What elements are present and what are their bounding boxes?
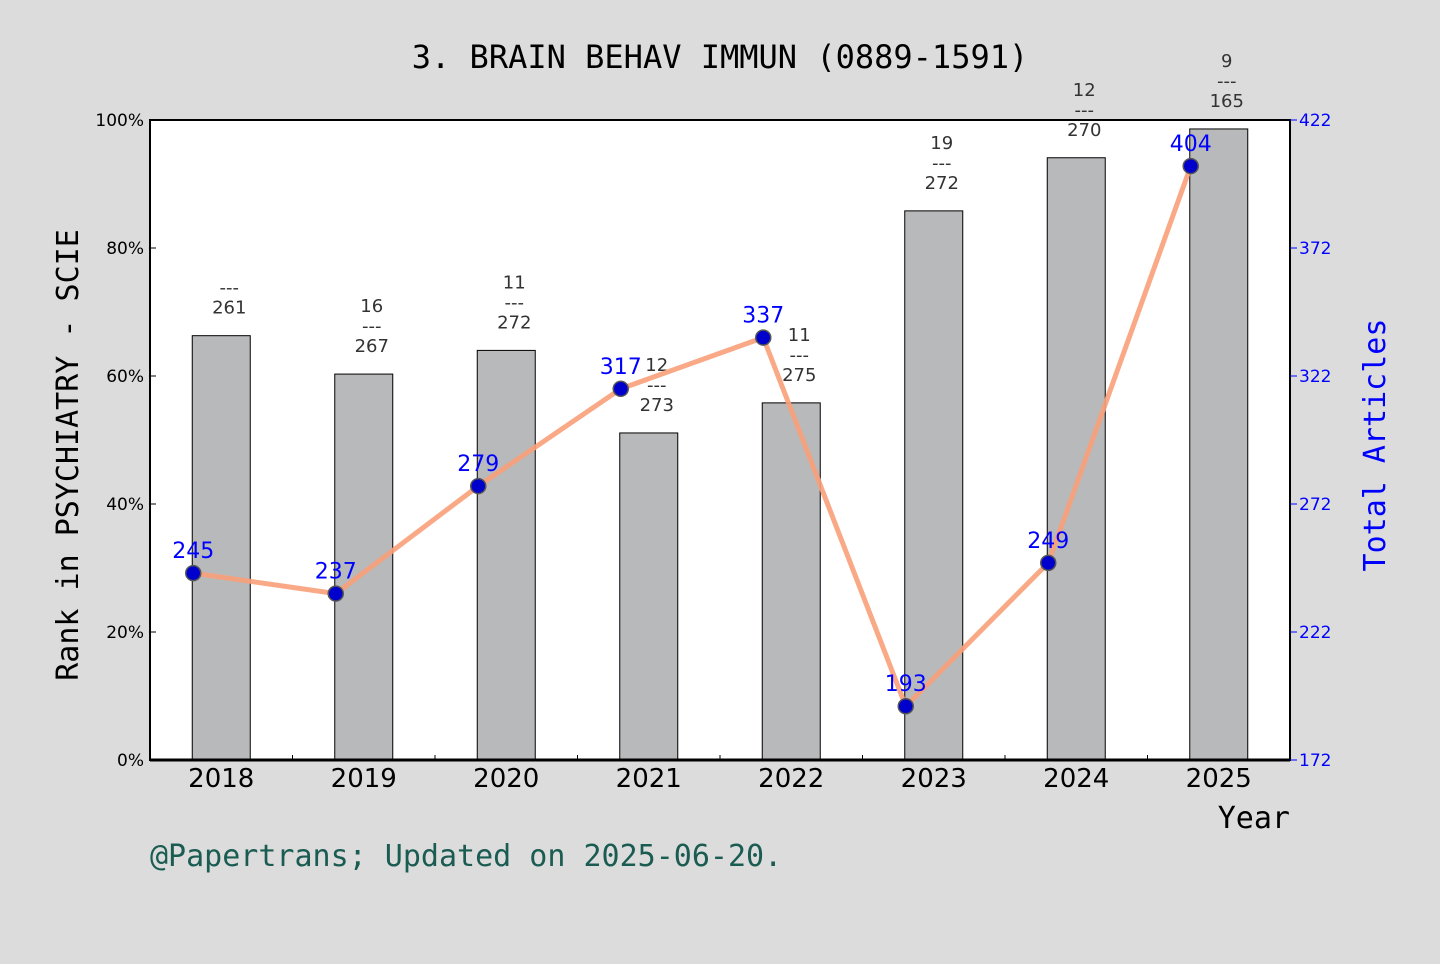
bar-2020 <box>476 349 536 761</box>
bar-fraction-line: --- <box>505 292 525 313</box>
y2-tick-label: 272 <box>1299 495 1331 515</box>
articles-point-2022 <box>755 329 772 346</box>
articles-value-label: 404 <box>1170 132 1212 157</box>
y-tick-label: 40% <box>106 495 144 515</box>
bar-2019 <box>334 373 394 761</box>
bar-2021 <box>619 432 679 761</box>
y-tick-label: 60% <box>106 367 144 387</box>
articles-value-label: 279 <box>457 452 499 477</box>
x-tick-label: 2021 <box>616 764 682 794</box>
bar-fraction-line: --- <box>1075 100 1095 121</box>
articles-point-2019 <box>327 585 344 602</box>
articles-value-label: 193 <box>885 672 927 697</box>
articles-value-label: 245 <box>172 539 214 564</box>
x-tick-label: 2019 <box>331 764 397 794</box>
articles-point-2023 <box>897 697 914 715</box>
y2-tick-label: 372 <box>1299 239 1331 259</box>
y2-axis-label: Total Articles <box>1358 319 1393 572</box>
y-tick-label: 20% <box>106 623 144 643</box>
bar-fraction-line: --- <box>790 345 810 366</box>
x-axis-ticks: 2018 2019 2020 2021 2022 2023 2024 2025 <box>188 755 1252 794</box>
bar-rank-label: 16 <box>360 296 383 317</box>
x-axis-label: Year <box>1218 801 1290 836</box>
x-tick-label: 2025 <box>1186 764 1252 794</box>
y2-tick-label: 222 <box>1299 623 1331 643</box>
bar-total-label: 165 <box>1210 91 1244 112</box>
x-tick-label: 2024 <box>1043 764 1109 794</box>
footer-note: @Papertrans; Updated on 2025-06-20. <box>150 839 782 874</box>
bar-rank-label: 11 <box>503 272 526 293</box>
articles-point-2021 <box>612 380 629 398</box>
articles-point-2020 <box>470 477 487 495</box>
y2-axis-ticks: 172 222 272 322 372 422 <box>1290 111 1331 771</box>
bar-rank-label: 19 <box>930 133 953 154</box>
y2-tick-label: 422 <box>1299 111 1331 131</box>
bar-total-label: 270 <box>1067 120 1101 141</box>
articles-value-label: 337 <box>742 304 784 329</box>
bar-rank-label: 9 <box>1221 51 1232 72</box>
bar-total-label: 273 <box>640 395 674 416</box>
articles-point-2025 <box>1182 157 1199 175</box>
bar-2025 <box>1189 128 1249 761</box>
bar-fraction-line: --- <box>932 153 952 174</box>
articles-value-label: 249 <box>1027 529 1069 554</box>
y-tick-label: 80% <box>106 239 144 259</box>
bar-annotations-group: ---261 16---26711---27212---27311---27519… <box>212 51 1244 416</box>
y-axis-ticks: 0% 20% 40% 60% 80% 100% <box>95 111 156 771</box>
articles-point-2024 <box>1040 554 1057 572</box>
x-tick-label: 2018 <box>188 764 254 794</box>
bar-total-label: 275 <box>782 365 816 386</box>
bar-fraction-line: --- <box>220 278 240 299</box>
y-tick-label: 0% <box>117 751 144 771</box>
bar-rank-label: 12 <box>645 355 668 376</box>
bar-total-label: 272 <box>925 173 959 194</box>
bar-2018 <box>191 335 251 761</box>
articles-line <box>192 165 1194 709</box>
bar-rank-label: 12 <box>1073 80 1096 101</box>
y-tick-label: 100% <box>95 111 144 131</box>
y-axis-label: Rank in PSYCHIATRY - SCIE <box>51 229 86 681</box>
bar-fraction-line: --- <box>1217 71 1237 92</box>
bars-group <box>191 128 1249 761</box>
line-series-group: 245 237 279 317 337 193 249 404 <box>172 132 1212 715</box>
bar-total-label: 267 <box>355 336 389 357</box>
bar-fraction-line: --- <box>362 316 382 337</box>
bar-2024 <box>1046 157 1106 761</box>
x-tick-label: 2022 <box>758 764 824 794</box>
articles-value-label: 317 <box>600 355 642 380</box>
bar-total-label: 261 <box>212 298 246 319</box>
bar-2023 <box>904 210 964 761</box>
articles-value-label: 237 <box>315 560 357 585</box>
chart-title: 3. BRAIN BEHAV IMMUN (0889-1591) <box>412 38 1029 76</box>
x-tick-label: 2020 <box>473 764 539 794</box>
y2-tick-label: 322 <box>1299 367 1331 387</box>
y2-tick-label: 172 <box>1299 751 1331 771</box>
bar-rank-label: 11 <box>788 325 811 346</box>
articles-point-2018 <box>185 564 202 582</box>
bar-total-label: 272 <box>497 312 531 333</box>
x-tick-label: 2023 <box>901 764 967 794</box>
plot-area <box>150 120 1290 760</box>
